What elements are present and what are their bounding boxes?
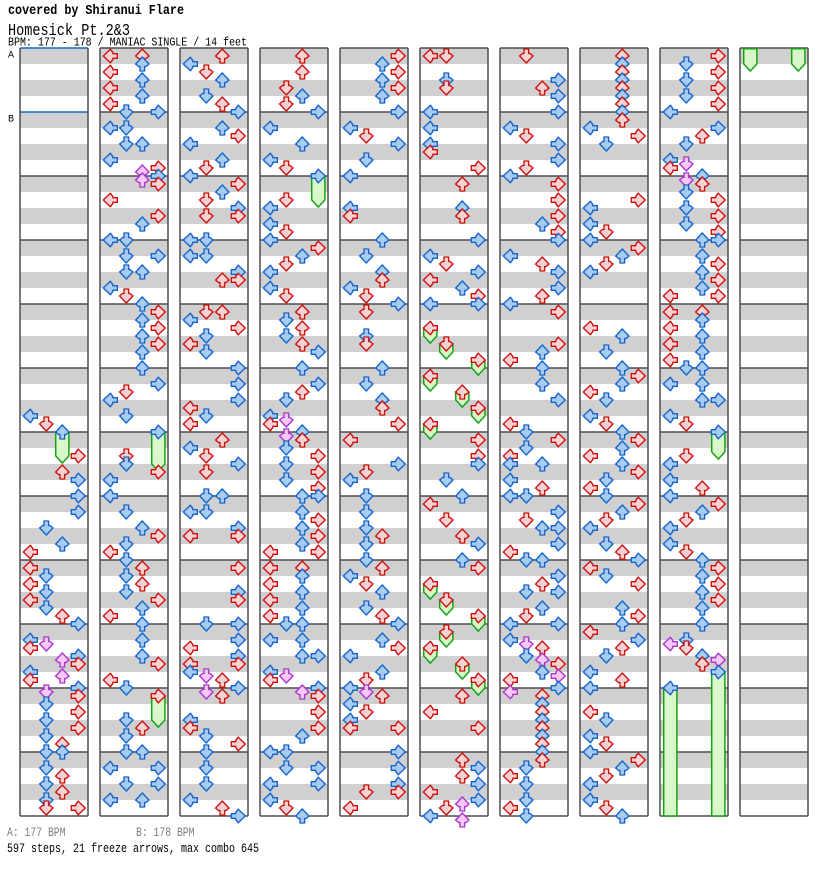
svg-text:Homesick Pt.2&3: Homesick Pt.2&3 <box>8 21 130 40</box>
svg-text:covered by Shiranui Flare: covered by Shiranui Flare <box>8 4 184 19</box>
svg-text:B: 178 BPM: B: 178 BPM <box>136 825 195 840</box>
svg-text:B: B <box>8 115 14 126</box>
svg-text:A: A <box>8 51 14 62</box>
svg-text:BPM: 177 - 178 / MANIAC SINGLE: BPM: 177 - 178 / MANIAC SINGLE / 14 feet <box>8 36 247 50</box>
svg-text:597 steps, 21 freeze arrows, m: 597 steps, 21 freeze arrows, max combo 6… <box>7 841 259 856</box>
svg-text:A: 177 BPM: A: 177 BPM <box>7 825 66 840</box>
